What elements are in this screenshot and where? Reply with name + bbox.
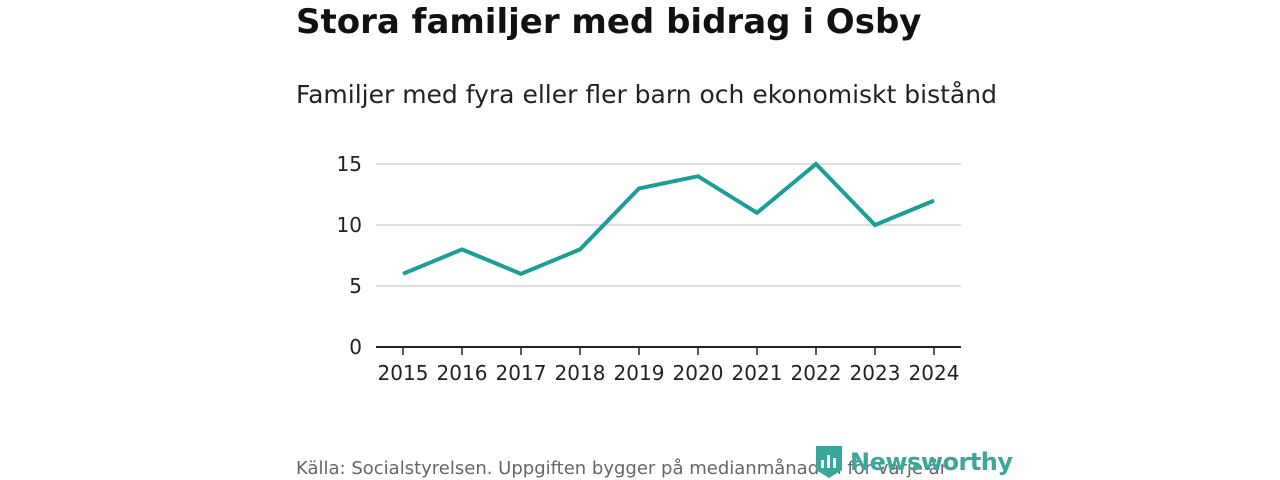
x-tick-label: 2024 <box>909 361 960 385</box>
x-tick-label: 2022 <box>791 361 842 385</box>
x-tick-label: 2018 <box>555 361 606 385</box>
grid-lines <box>376 163 961 287</box>
bar-chart-icon <box>816 446 842 478</box>
chart-title: Stora familjer med bidrag i Osby <box>296 2 922 42</box>
x-axis: 2015 2016 2017 2018 2019 2020 2021 2022 2023 2024 <box>376 346 961 385</box>
y-axis-ticks: 0 5 10 15 <box>337 152 362 359</box>
y-tick-label: 5 <box>349 274 362 298</box>
source-note: Källa: Socialstyrelsen. Uppgiften bygger… <box>296 458 948 479</box>
x-tick-label: 2016 <box>437 361 488 385</box>
y-tick-label: 10 <box>337 213 362 237</box>
y-tick-label: 0 <box>349 335 362 359</box>
x-tick-label: 2023 <box>850 361 901 385</box>
logo-text: Newsworthy <box>850 448 1013 476</box>
series-group <box>402 161 935 276</box>
newsworthy-logo: Newsworthy <box>816 446 1013 478</box>
chart-subtitle: Familjer med fyra eller fler barn och ek… <box>296 80 997 109</box>
x-tick-label: 2015 <box>378 361 429 385</box>
series-line <box>402 161 935 276</box>
x-tick-label: 2017 <box>496 361 547 385</box>
x-tick-label: 2021 <box>732 361 783 385</box>
x-tick-label: 2020 <box>673 361 724 385</box>
x-tick-label: 2019 <box>614 361 665 385</box>
y-tick-label: 15 <box>337 152 362 176</box>
